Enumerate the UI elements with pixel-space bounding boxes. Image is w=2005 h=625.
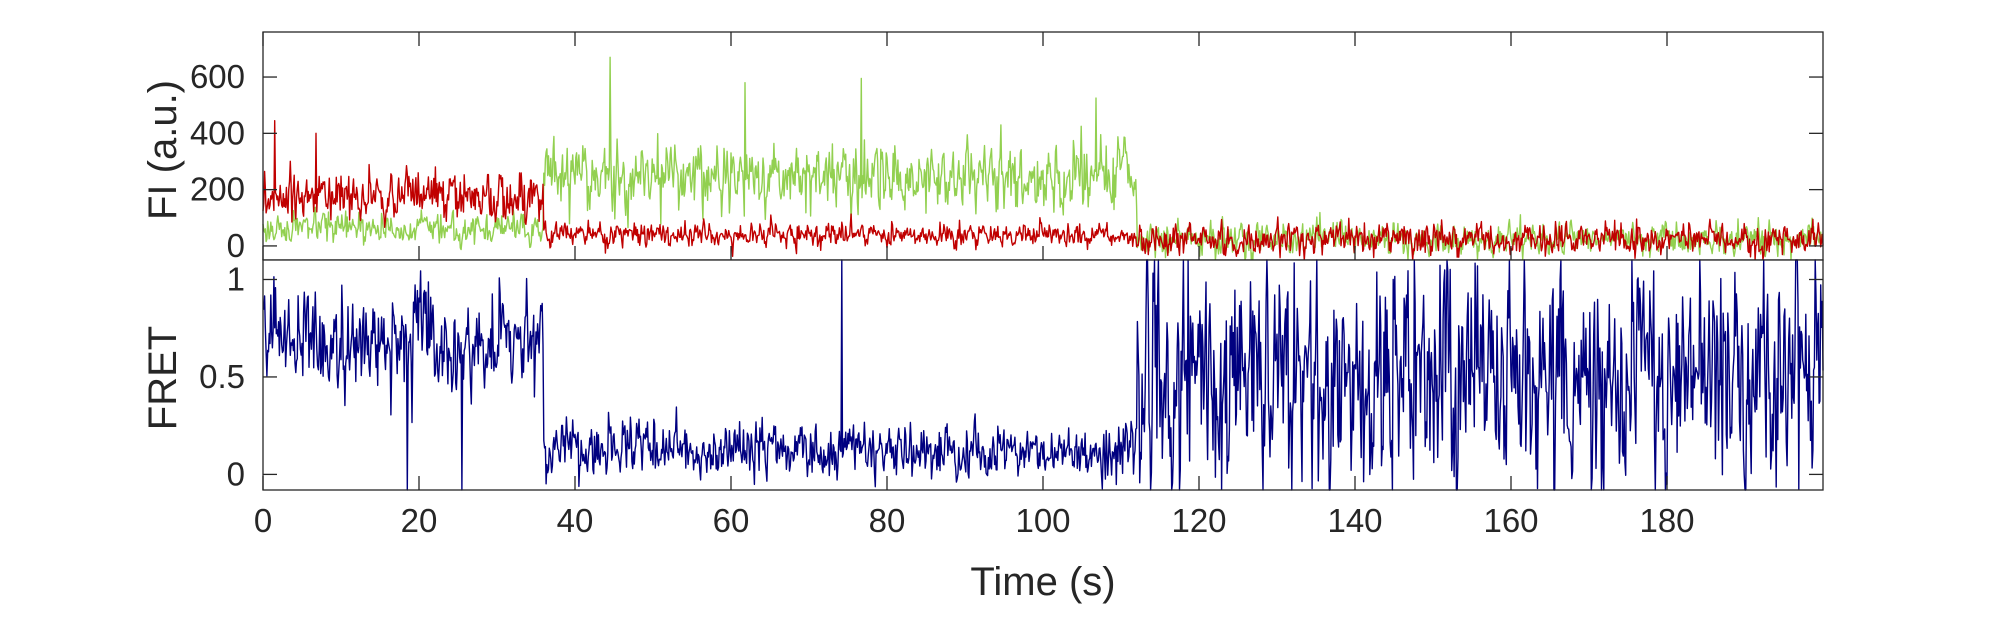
fret-traces [262,259,1824,491]
x-tick-label: 20 [401,502,438,539]
y-tick-label: 0 [227,455,245,492]
time-x-axis-label: Time (s) [970,560,1115,604]
y-tick-label: 400 [190,114,245,151]
fret-y-ticks: 00.51 [199,260,1823,492]
x-tick-label: 160 [1483,502,1538,539]
x-tick-label: 60 [713,502,750,539]
y-tick-label: 1 [227,260,245,297]
x-tick-label: 0 [254,502,272,539]
x-tick-label: 180 [1639,502,1694,539]
y-tick-label: 200 [190,171,245,208]
x-tick-label: 140 [1327,502,1382,539]
fluorescence-panel: 0 200 400 600 FI (a.u.) [141,31,1824,264]
y-tick-label: 0 [227,227,245,264]
fret-y-axis-label: FRET [141,326,185,430]
x-tick-label: 80 [869,502,906,539]
y-tick-label: 600 [190,58,245,95]
fluorescence-y-axis-label: FI (a.u.) [141,80,185,220]
x-tick-label: 120 [1171,502,1226,539]
acceptor-trace-line [262,119,1824,261]
x-tick-label: 40 [557,502,594,539]
y-tick-label: 0.5 [199,358,245,395]
fret-panel: 00.51 0 20 40 60 80 100 120 140 160 180 FRET Time… [141,32,1824,604]
x-tick-label: 100 [1015,502,1070,539]
time-x-ticks: 0 20 40 60 80 100 120 140 160 180 [254,32,1695,539]
fluorescence-traces [262,56,1824,261]
fret-trace-line [262,259,1824,491]
donor-trace-line [262,56,1824,261]
fluorescence-y-ticks: 0 200 400 600 [190,58,1823,264]
